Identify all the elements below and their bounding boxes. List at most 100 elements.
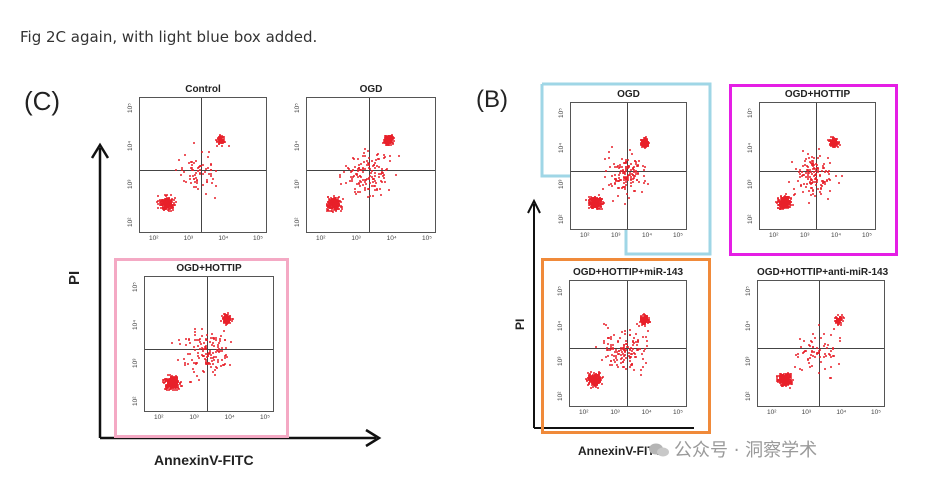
- event-dot: [799, 176, 802, 179]
- event-dot: [818, 147, 821, 150]
- event-dot: [777, 380, 780, 383]
- y-tick-label: 10⁴: [127, 140, 134, 151]
- event-dot: [785, 375, 788, 378]
- event-dot: [599, 204, 601, 207]
- event-dot: [832, 348, 835, 350]
- event-dot: [224, 318, 227, 321]
- event-dot: [811, 181, 814, 184]
- event-dot: [797, 170, 800, 173]
- event-dot: [177, 379, 180, 382]
- event-dot: [815, 353, 818, 356]
- event-dot: [389, 135, 392, 138]
- event-dot: [621, 169, 624, 172]
- y-tick-label: 10³: [745, 356, 752, 366]
- event-dot: [788, 386, 791, 389]
- event-dot: [589, 197, 592, 200]
- event-dot: [605, 355, 608, 358]
- event-dot: [170, 197, 173, 200]
- event-dot: [638, 348, 641, 351]
- event-dot: [817, 166, 820, 169]
- x-tick-label: 10³: [351, 235, 361, 242]
- event-dot: [634, 159, 637, 162]
- event-dot: [190, 167, 193, 170]
- event-dot: [816, 168, 819, 170]
- event-dot: [640, 315, 643, 318]
- event-dot: [811, 178, 814, 181]
- event-dot: [599, 206, 602, 208]
- event-dot: [168, 385, 171, 388]
- event-dot: [595, 373, 598, 376]
- event-dot: [169, 200, 172, 203]
- event-dot: [177, 381, 180, 383]
- plot-frame: [759, 102, 876, 230]
- event-dot: [799, 368, 802, 371]
- event-dot: [811, 346, 814, 349]
- y-tick-label: 10⁵: [127, 103, 134, 113]
- event-dot: [216, 349, 219, 352]
- event-dot: [205, 356, 208, 358]
- event-dot: [339, 183, 342, 186]
- event-dot: [359, 174, 362, 177]
- event-dot: [181, 166, 184, 169]
- event-dot: [164, 379, 167, 382]
- event-dot: [174, 169, 177, 172]
- event-dot: [789, 202, 792, 205]
- event-dot: [801, 368, 804, 371]
- event-dot: [161, 203, 164, 206]
- event-dot: [361, 168, 364, 171]
- event-dot: [170, 381, 172, 384]
- event-dot: [775, 200, 778, 203]
- event-dot: [209, 163, 212, 166]
- event-dot: [610, 348, 613, 351]
- event-dot: [814, 194, 817, 197]
- event-dot: [196, 179, 199, 182]
- event-dot: [205, 192, 208, 195]
- event-dot: [599, 202, 602, 204]
- event-dot: [176, 383, 179, 386]
- event-dot: [203, 370, 206, 373]
- event-dot: [828, 354, 831, 357]
- event-dot: [801, 174, 804, 177]
- event-dot: [179, 384, 182, 387]
- event-dot: [619, 336, 622, 339]
- event-dot: [612, 163, 615, 166]
- event-dot: [585, 378, 587, 381]
- event-dot: [172, 199, 175, 202]
- event-dot: [363, 179, 366, 181]
- event-dot: [191, 164, 194, 167]
- event-dot: [338, 207, 341, 210]
- event-dot: [812, 171, 815, 174]
- event-dot: [210, 360, 213, 363]
- event-dot: [623, 349, 626, 352]
- event-dot: [177, 386, 180, 389]
- event-dot: [383, 173, 386, 176]
- event-dot: [610, 183, 613, 186]
- event-dot: [362, 155, 365, 158]
- event-dot: [776, 197, 779, 200]
- event-dot: [611, 344, 614, 347]
- event-dot: [333, 198, 336, 201]
- event-dot: [374, 181, 377, 184]
- event-dot: [600, 202, 603, 205]
- event-dot: [359, 176, 362, 179]
- event-dot: [616, 351, 618, 353]
- event-dot: [626, 192, 629, 195]
- event-dot: [368, 187, 371, 190]
- event-dot: [790, 380, 793, 383]
- event-dot: [224, 355, 227, 358]
- event-dot: [642, 139, 645, 142]
- event-dot: [222, 317, 225, 320]
- event-dot: [192, 345, 195, 348]
- event-dot: [627, 354, 630, 357]
- y-tick-label: 10⁵: [747, 108, 754, 118]
- event-dot: [587, 382, 590, 385]
- event-dot: [622, 172, 625, 175]
- event-dot: [826, 179, 829, 182]
- event-dot: [228, 320, 231, 323]
- event-dot: [599, 196, 601, 199]
- event-dot: [225, 346, 228, 349]
- event-dot: [625, 180, 628, 183]
- event-dot: [785, 196, 788, 198]
- event-dot: [163, 200, 166, 202]
- event-dot: [598, 377, 601, 380]
